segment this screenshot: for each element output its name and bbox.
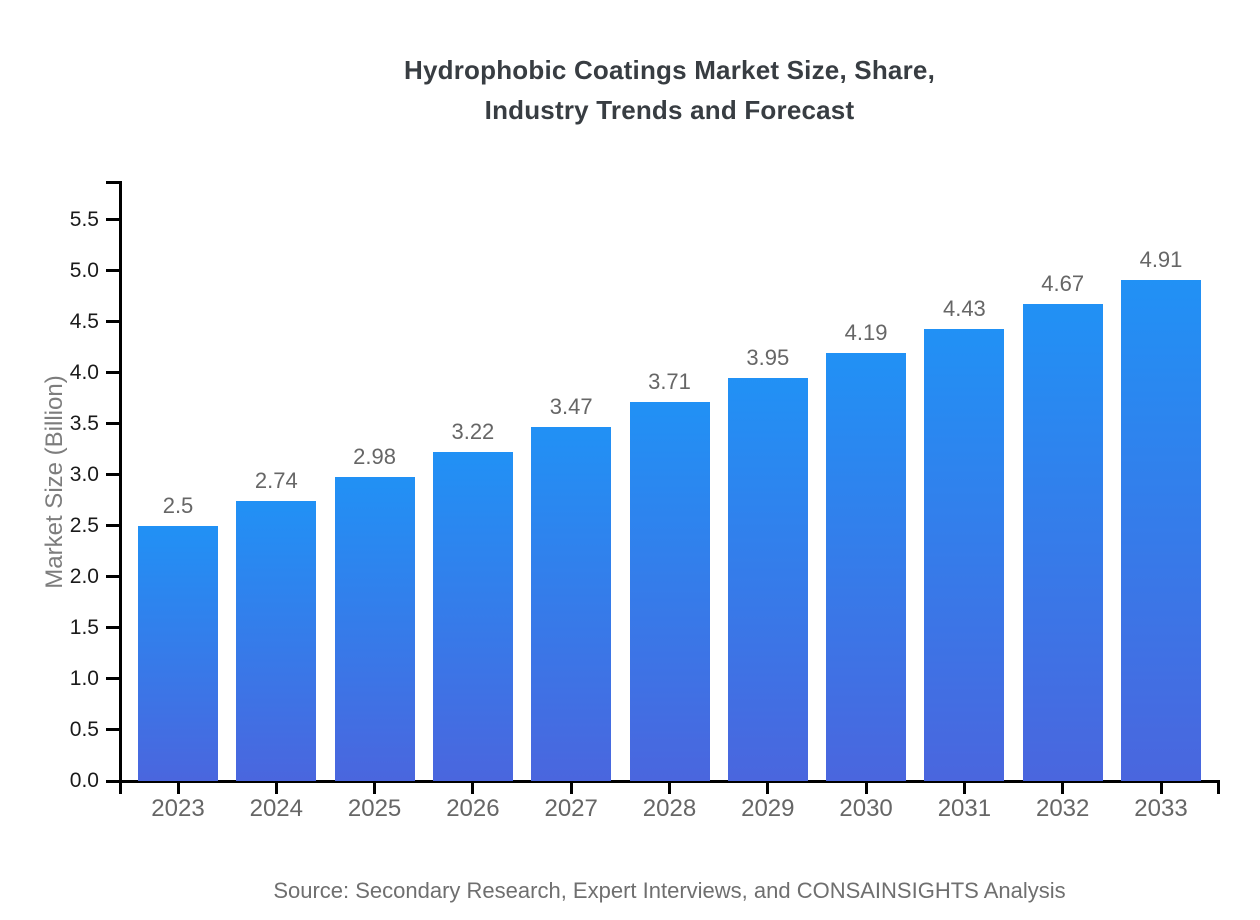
y-tick-label: 5.0 — [69, 258, 99, 282]
bar-value-label: 2.5 — [162, 493, 194, 518]
bar-2026 — [432, 452, 513, 781]
x-tick-label: 2026 — [446, 795, 500, 822]
bar-value-label: 4.91 — [1139, 247, 1183, 272]
x-tick-label: 2031 — [937, 795, 992, 822]
bar-value-label: 4.43 — [942, 296, 986, 321]
y-tick-label: 0.5 — [69, 717, 99, 741]
x-tick-mark — [668, 781, 671, 794]
y-tick-mark — [106, 269, 119, 273]
bar-value-label: 4.19 — [844, 320, 888, 345]
y-tick-label: 3.5 — [69, 411, 99, 435]
y-tick-mark — [106, 575, 119, 579]
x-tick-label: 2027 — [544, 795, 598, 822]
y-tick-mark — [106, 728, 119, 732]
x-tick-mark — [864, 781, 868, 794]
bar-2024 — [236, 501, 317, 781]
bar-value-label: 4.67 — [1041, 271, 1085, 296]
y-tick-label: 0.0 — [69, 769, 99, 792]
x-tick-label: 2029 — [741, 795, 795, 822]
x-tick-mark — [1061, 781, 1065, 794]
x-axis-right-cap — [1217, 781, 1220, 794]
y-tick-label: 3.0 — [69, 462, 99, 486]
x-tick-mark — [569, 781, 573, 794]
bar-2033 — [1121, 280, 1201, 781]
y-tick-label: 4.5 — [69, 309, 99, 333]
bar-2031 — [924, 329, 1005, 781]
x-tick-mark — [274, 781, 278, 794]
y-tick-mark — [106, 524, 119, 528]
y-tick-mark — [106, 779, 119, 783]
x-tick-mark — [766, 781, 770, 794]
y-axis-end-cap — [106, 181, 119, 184]
x-tick-mark — [176, 781, 180, 794]
x-tick-label: 2024 — [249, 795, 303, 822]
x-tick-mark — [471, 781, 475, 794]
x-tick-mark — [962, 781, 966, 794]
x-tick-label: 2023 — [151, 795, 205, 822]
source-note: Source: Secondary Research, Expert Inter… — [273, 878, 1066, 903]
bar-2029 — [727, 378, 808, 781]
bar-value-label: 2.74 — [254, 468, 298, 493]
bar-2025 — [334, 477, 415, 781]
bar-value-label: 3.95 — [746, 345, 790, 370]
x-tick-label: 2032 — [1035, 795, 1090, 822]
y-tick-mark — [106, 473, 119, 477]
y-tick-label: 2.0 — [69, 564, 99, 588]
bar-value-label: 3.71 — [648, 369, 691, 394]
title-container: Hydrophobic Coatings Market Size, Share,… — [119, 50, 1220, 130]
y-tick-label: 1.0 — [69, 666, 99, 690]
bar-value-label: 2.98 — [353, 444, 396, 469]
x-axis-left-cap — [119, 781, 122, 794]
x-tick-label: 2028 — [642, 795, 697, 822]
x-tick-mark — [373, 781, 377, 794]
y-axis-line — [119, 181, 122, 783]
x-tick-mark — [1159, 781, 1163, 794]
bar-value-label: 3.47 — [549, 394, 593, 419]
bar-2023 — [138, 526, 218, 781]
bar-2028 — [629, 402, 710, 781]
plot-area: 0.0 0.5 1.0 1.5 2.0 2.5 3.0 3.5 4.0 4.5 5.0 5.5 202… — [70, 181, 1220, 822]
bar-2032 — [1022, 304, 1103, 781]
y-tick-label: 2.5 — [69, 513, 99, 537]
chart-title: Hydrophobic Coatings Market Size, Share,… — [404, 55, 935, 125]
y-tick-mark — [106, 626, 119, 630]
y-tick-label: 1.5 — [69, 615, 99, 639]
y-tick-mark — [106, 320, 119, 324]
bar-2030 — [826, 353, 907, 781]
x-tick-label: 2025 — [347, 795, 402, 822]
y-tick-mark — [106, 371, 119, 375]
source-container: Source: Secondary Research, Expert Inter… — [119, 878, 1220, 904]
x-tick-label: 2030 — [839, 795, 893, 822]
y-tick-label: 4.0 — [69, 360, 99, 384]
y-tick-mark — [106, 218, 119, 222]
bar-2027 — [531, 427, 612, 781]
bar-value-label: 3.22 — [451, 419, 495, 444]
x-tick-label: 2033 — [1134, 795, 1188, 822]
y-tick-mark — [106, 422, 119, 426]
y-tick-label: 5.5 — [69, 207, 99, 231]
y-tick-mark — [106, 677, 119, 681]
